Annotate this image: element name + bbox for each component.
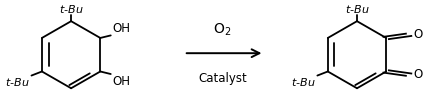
Text: $t$-Bu: $t$-Bu — [59, 3, 83, 15]
Text: $t$-Bu: $t$-Bu — [345, 3, 369, 15]
Text: O: O — [414, 28, 423, 41]
Text: OH: OH — [112, 22, 130, 35]
Text: $t$-Bu: $t$-Bu — [291, 76, 315, 88]
Text: OH: OH — [112, 75, 130, 88]
Text: O$_2$: O$_2$ — [213, 21, 232, 38]
Text: Catalyst: Catalyst — [198, 72, 247, 85]
Text: O: O — [414, 68, 423, 81]
Text: $t$-Bu: $t$-Bu — [5, 76, 29, 88]
